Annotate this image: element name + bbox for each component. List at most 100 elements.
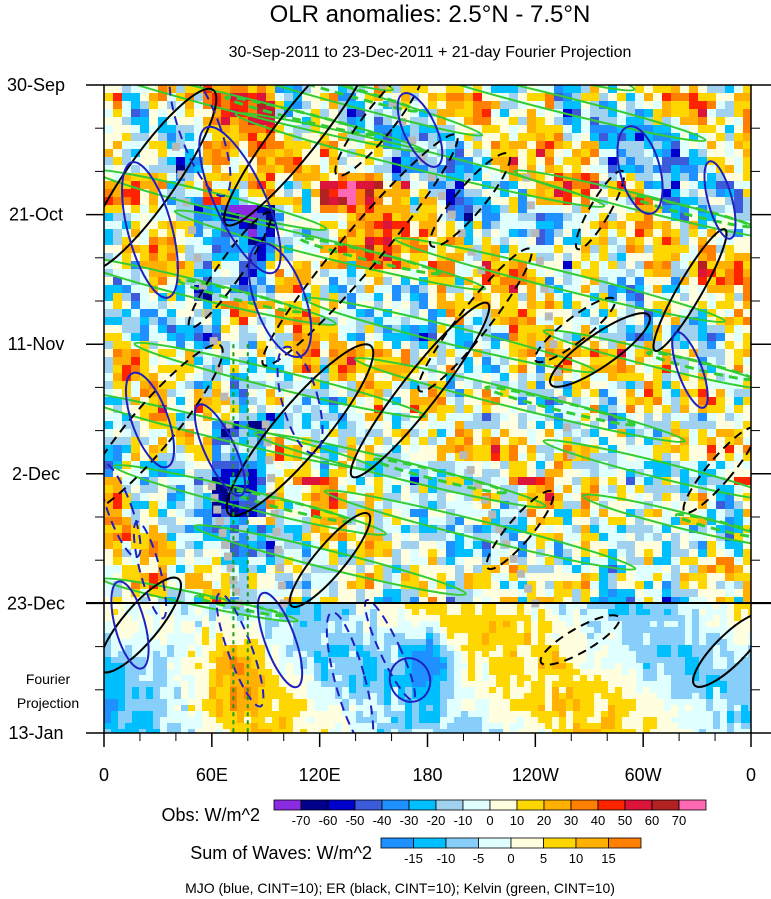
obs-cell	[149, 501, 159, 510]
obs-cell	[446, 93, 456, 102]
obs-cell	[419, 437, 429, 446]
obs-cell	[311, 189, 321, 198]
obs-cell	[554, 93, 564, 102]
obs-cell	[554, 357, 564, 366]
obs-cell	[212, 141, 222, 150]
obs-cell	[554, 125, 564, 134]
obs-cell	[581, 389, 591, 398]
projection-cell	[461, 609, 469, 616]
obs-cell	[194, 509, 204, 518]
obs-cell	[743, 509, 751, 518]
projection-cell	[692, 615, 700, 622]
obs-cell	[185, 421, 195, 430]
projection-cell	[391, 609, 399, 616]
obs-cell	[563, 325, 573, 334]
obs-cell	[140, 205, 150, 214]
obs-cell	[194, 333, 204, 342]
obs-cell	[167, 461, 177, 470]
obs-cell	[500, 109, 510, 118]
obs-cell	[527, 405, 537, 414]
obs-cell	[167, 197, 177, 206]
obs-cell	[446, 141, 456, 150]
obs-cell	[599, 357, 609, 366]
obs-cell	[437, 213, 447, 222]
obs-cell	[707, 477, 717, 486]
obs-cell	[590, 165, 600, 174]
obs-cell	[554, 245, 564, 254]
obs-cell	[221, 573, 231, 582]
projection-cell	[671, 615, 679, 622]
projection-cell	[559, 603, 567, 610]
obs-cell	[410, 445, 420, 454]
obs-cell	[122, 565, 132, 574]
obs-cell	[572, 181, 582, 190]
obs-cell	[185, 157, 195, 166]
obs-cell	[401, 277, 411, 286]
obs-cell	[365, 477, 375, 486]
obs-cell	[626, 549, 636, 558]
obs-cell	[320, 429, 330, 438]
obs-cell	[419, 549, 429, 558]
obs-cell	[527, 469, 537, 478]
obs-cell	[239, 549, 249, 558]
obs-cell	[626, 597, 636, 606]
obs-cell	[644, 141, 654, 150]
obs-cell	[455, 245, 465, 254]
obs-cell	[212, 109, 222, 118]
obs-cell	[329, 445, 339, 454]
obs-cell	[536, 277, 546, 286]
obs-cell	[725, 117, 735, 126]
obs-cell	[617, 125, 627, 134]
obs-cell	[104, 85, 114, 94]
obs-cell	[617, 589, 627, 598]
projection-cell	[265, 603, 273, 610]
obs-cell	[392, 349, 402, 358]
projection-cell	[419, 615, 427, 622]
obs-cell	[104, 597, 114, 606]
obs-cell	[302, 93, 312, 102]
obs-cell	[104, 533, 114, 542]
obs-cell	[590, 517, 600, 526]
obs-cell	[734, 149, 744, 158]
chart-subtitle: 30-Sep-2011 to 23-Dec-2011 + 21-day Four…	[229, 44, 632, 61]
obs-cell	[338, 109, 348, 118]
obs-cell	[689, 149, 699, 158]
projection-cell	[447, 603, 455, 610]
obs-cell	[446, 149, 456, 158]
obs-cell	[338, 309, 348, 318]
obs-cell	[176, 237, 186, 246]
obs-cell	[284, 141, 294, 150]
obs-cell	[221, 277, 231, 286]
obs-cell	[122, 157, 132, 166]
obs-cell	[167, 493, 177, 502]
obs-cell	[698, 525, 708, 534]
obs-cell	[653, 269, 663, 278]
obs-cell	[158, 333, 168, 342]
obs-cell	[455, 589, 465, 598]
obs-cell	[464, 173, 474, 182]
obs-cell	[122, 533, 132, 542]
obs-cell	[302, 517, 312, 526]
obs-cell	[545, 165, 555, 174]
obs-cell	[338, 229, 348, 238]
obs-cell	[464, 133, 474, 142]
obs-cell	[491, 101, 501, 110]
obs-cell	[581, 197, 591, 206]
obs-cell	[401, 149, 411, 158]
obs-cell	[455, 429, 465, 438]
obs-cell	[653, 437, 663, 446]
obs-cell	[536, 117, 546, 126]
obs-cell	[680, 397, 690, 406]
projection-cell	[111, 609, 119, 616]
obs-cell	[239, 581, 249, 590]
obs-cell	[383, 205, 393, 214]
obs-cell	[572, 469, 582, 478]
obs-cell	[464, 85, 474, 94]
obs-cell	[644, 109, 654, 118]
obs-cell	[689, 485, 699, 494]
obs-cell	[365, 421, 375, 430]
obs-cell	[725, 429, 735, 438]
obs-cell	[329, 93, 339, 102]
obs-cell	[617, 277, 627, 286]
obs-cell	[482, 581, 492, 590]
